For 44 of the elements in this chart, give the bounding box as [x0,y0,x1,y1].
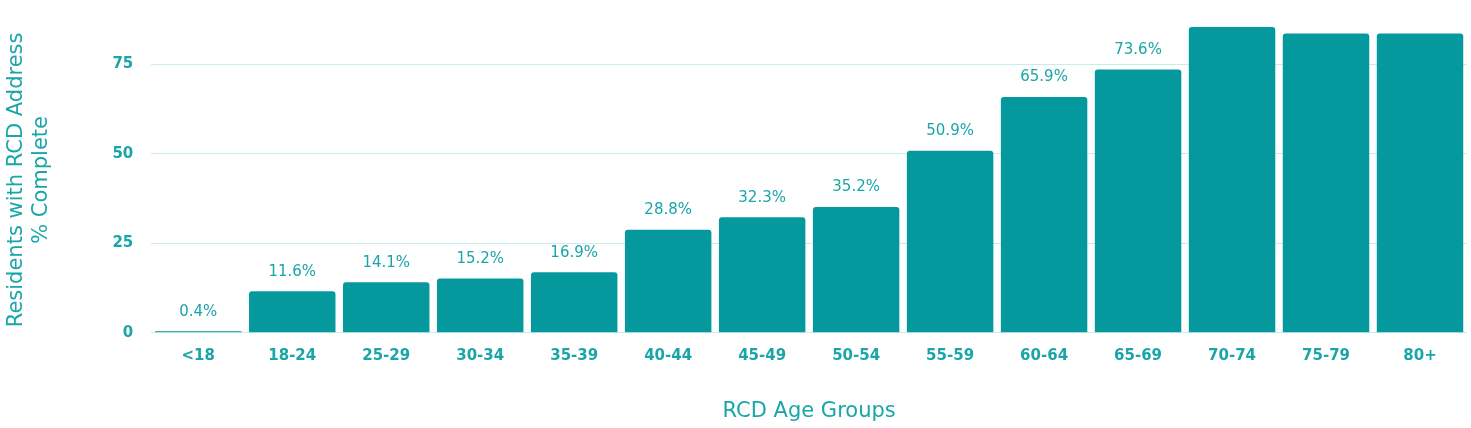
x-tick-label: 70-74 [1208,345,1257,364]
bar [906,150,994,333]
y-tick-label: 0 [122,322,134,341]
x-tick-label: 40-44 [644,345,693,364]
bar [1376,33,1464,333]
bar [1094,69,1182,333]
data-label: 73.6% [1114,39,1162,58]
data-label: 65.9% [1020,67,1068,86]
x-tick-label: 45-49 [738,345,787,364]
data-label: 35.2% [832,177,880,196]
y-axis-title: Residents with RCD Address % Complete [3,32,53,328]
data-label: 11.6% [268,261,317,280]
x-tick-label: 30-34 [456,345,505,364]
data-label: 14.1% [362,252,411,271]
x-tick-label: 80+ [1403,345,1437,364]
bar [812,206,900,333]
bar [1188,27,1276,333]
bar [1000,97,1088,333]
x-tick-label: 55-59 [926,345,975,364]
bar [718,217,806,333]
x-tick-label: 18-24 [268,345,317,364]
data-label: 28.8% [644,200,692,219]
x-axis-title: RCD Age Groups [722,397,896,422]
y-tick-label: 75 [112,54,134,73]
data-label: 32.3% [738,187,786,206]
x-tick-label: <18 [181,345,215,364]
data-label: 0.4% [179,301,218,320]
x-tick-label: 50-54 [832,345,881,364]
data-label: 16.9% [550,242,599,261]
bar [530,272,618,333]
data-label: 50.9% [926,121,974,140]
y-tick-label: 25 [112,233,134,252]
x-tick-label: 25-29 [362,345,411,364]
bar [436,278,524,333]
data-label: 15.2% [456,248,505,267]
x-tick-label: 35-39 [550,345,599,364]
y-tick-label: 50 [112,143,134,162]
bar [1282,33,1370,333]
x-tick-label: 75-79 [1302,345,1351,364]
x-tick-label: 65-69 [1114,345,1163,364]
bar [624,229,712,333]
bar [249,291,336,333]
bar [342,282,430,333]
x-tick-label: 60-64 [1020,345,1069,364]
